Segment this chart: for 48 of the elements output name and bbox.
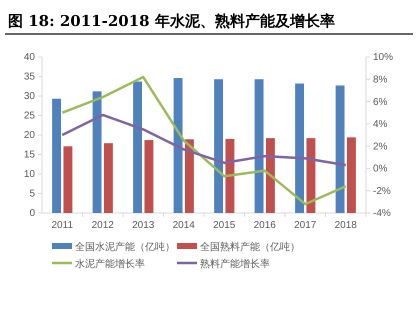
y-tick-label: 40 bbox=[24, 52, 36, 64]
bar bbox=[104, 143, 113, 213]
bar bbox=[92, 91, 102, 213]
bar bbox=[184, 139, 194, 213]
bar bbox=[63, 146, 72, 213]
x-tick-label: 2016 bbox=[254, 220, 276, 232]
bar bbox=[266, 138, 275, 213]
y-tick-label: 20 bbox=[24, 130, 36, 142]
x-tick-label: 2017 bbox=[294, 220, 317, 232]
y-tick-label: 25 bbox=[24, 110, 36, 122]
y2-tick-label: -2% bbox=[373, 186, 391, 197]
bar bbox=[133, 82, 142, 213]
bar bbox=[52, 98, 62, 213]
y-tick-label: 30 bbox=[24, 91, 36, 102]
y-tick-label: 15 bbox=[24, 150, 36, 161]
y-tick-label: 35 bbox=[24, 72, 36, 83]
x-tick-label: 2012 bbox=[92, 220, 114, 232]
y2-tick-label: 6% bbox=[373, 96, 388, 108]
line-series bbox=[61, 76, 347, 206]
x-tick-label: 2011 bbox=[51, 220, 74, 232]
y2-tick-label: 8% bbox=[373, 74, 388, 86]
legend-label: 全国水泥产能（亿吨） bbox=[75, 241, 175, 253]
bar bbox=[214, 79, 224, 213]
legend-label: 水泥产能增长率 bbox=[75, 258, 145, 270]
bar bbox=[336, 85, 345, 213]
y2-tick-label: 2% bbox=[373, 141, 388, 152]
x-tick-label: 2013 bbox=[132, 220, 155, 232]
bar bbox=[225, 138, 234, 213]
bar bbox=[295, 84, 304, 213]
x-tick-label: 2015 bbox=[213, 220, 236, 232]
bar bbox=[346, 137, 356, 213]
bar bbox=[144, 140, 154, 213]
x-tick-label: 2014 bbox=[172, 220, 196, 232]
chart-title: 图 18: 2011-2018 年水泥、熟料产能及增长率 bbox=[8, 12, 335, 30]
y2-tick-label: 0% bbox=[373, 164, 388, 175]
bar bbox=[306, 138, 316, 213]
legend-label: 全国熟料产能（亿吨） bbox=[200, 241, 300, 253]
bar bbox=[174, 78, 183, 213]
y2-tick-label: 4% bbox=[373, 119, 388, 130]
y2-tick-label: -4% bbox=[373, 208, 391, 220]
y-tick-label: 0 bbox=[29, 208, 36, 220]
y2-tick-label: 10% bbox=[373, 52, 394, 64]
bar bbox=[254, 79, 264, 213]
legend-label: 熟料产能增长率 bbox=[200, 258, 270, 270]
x-tick-label: 2018 bbox=[334, 220, 358, 232]
y-tick-label: 10 bbox=[24, 169, 36, 180]
line-series bbox=[61, 114, 347, 166]
y-tick-label: 5 bbox=[29, 188, 36, 200]
